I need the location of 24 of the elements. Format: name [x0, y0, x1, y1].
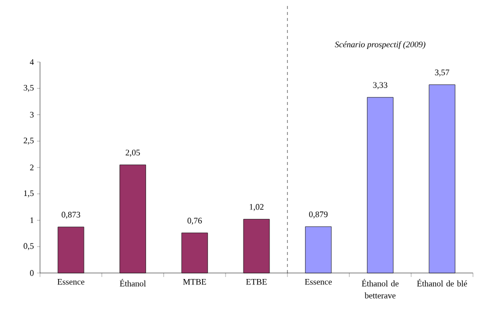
data-label: 3,33 [373, 82, 388, 90]
y-tick-label: 2 [30, 164, 34, 170]
data-label: 0,76 [188, 218, 202, 225]
data-label: 0,873 [62, 212, 80, 219]
y-tick-label: 1,5 [24, 190, 34, 198]
text: Scénario prospectif (2009) [334, 41, 426, 50]
y-tick-label: 4 [30, 59, 34, 65]
x-tick-label: Éthanol de blé [417, 279, 468, 286]
x-tick-label: Éthanol de betterave [362, 279, 399, 298]
x-tick-label: Essence [304, 279, 332, 285]
y-tick-label: 3,5 [24, 84, 34, 92]
x-tick-label: ETBE [246, 279, 267, 285]
y-tick-label: 2,5 [24, 138, 34, 145]
y-tick-label: 0,5 [24, 243, 34, 250]
x-tick-label: MTBE [183, 279, 206, 285]
data-label: 1,02 [250, 204, 264, 211]
x-tick-label: Éthanol [120, 279, 146, 286]
data-label: 0,879 [309, 211, 328, 218]
data-label: 3,57 [435, 70, 450, 76]
data-label: 2,05 [126, 150, 140, 157]
x-tick-label: Essence [57, 279, 84, 285]
y-tick-label: 0 [30, 270, 34, 276]
y-tick-label: 1 [30, 217, 34, 224]
y-tick-label: 3 [30, 112, 34, 118]
